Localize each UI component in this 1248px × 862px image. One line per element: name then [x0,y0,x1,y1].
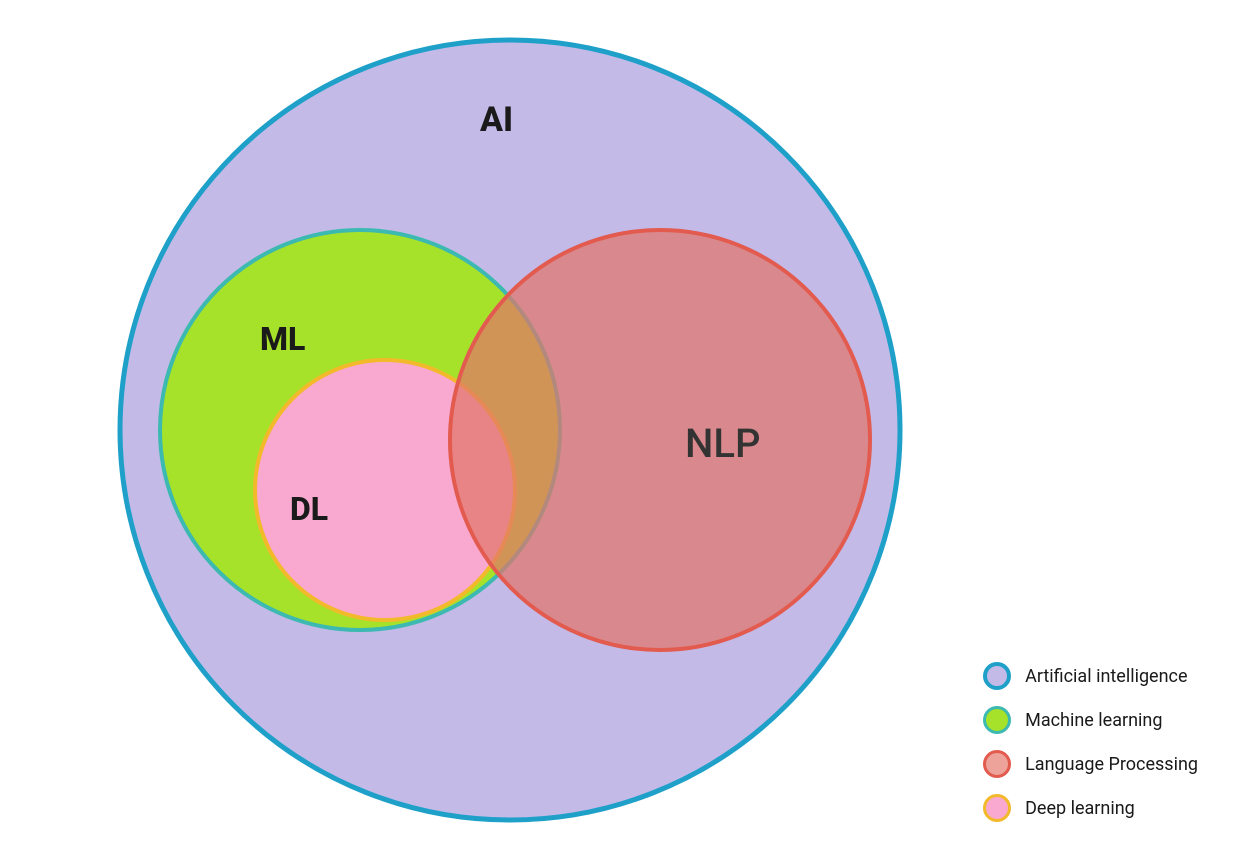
legend: Artificial intelligence Machine learning… [983,662,1198,822]
nlp-label: NLP [685,420,761,467]
legend-label-ml: Machine learning [1025,710,1162,731]
legend-swatch-ml [983,706,1011,734]
legend-item-nlp: Language Processing [983,750,1198,778]
legend-label-nlp: Language Processing [1025,754,1198,775]
legend-item-dl: Deep learning [983,794,1198,822]
legend-item-ai: Artificial intelligence [983,662,1198,690]
legend-swatch-nlp [983,750,1011,778]
legend-label-dl: Deep learning [1025,798,1135,819]
venn-diagram-container: AI ML DL NLP Artificial intelligence Mac… [0,0,1248,862]
ai-label: AI [480,100,513,140]
ml-label: ML [260,320,305,358]
legend-label-ai: Artificial intelligence [1025,666,1187,687]
dl-label: DL [290,490,328,528]
legend-swatch-ai [983,662,1011,690]
legend-swatch-dl [983,794,1011,822]
nlp-circle [450,230,870,650]
legend-item-ml: Machine learning [983,706,1198,734]
